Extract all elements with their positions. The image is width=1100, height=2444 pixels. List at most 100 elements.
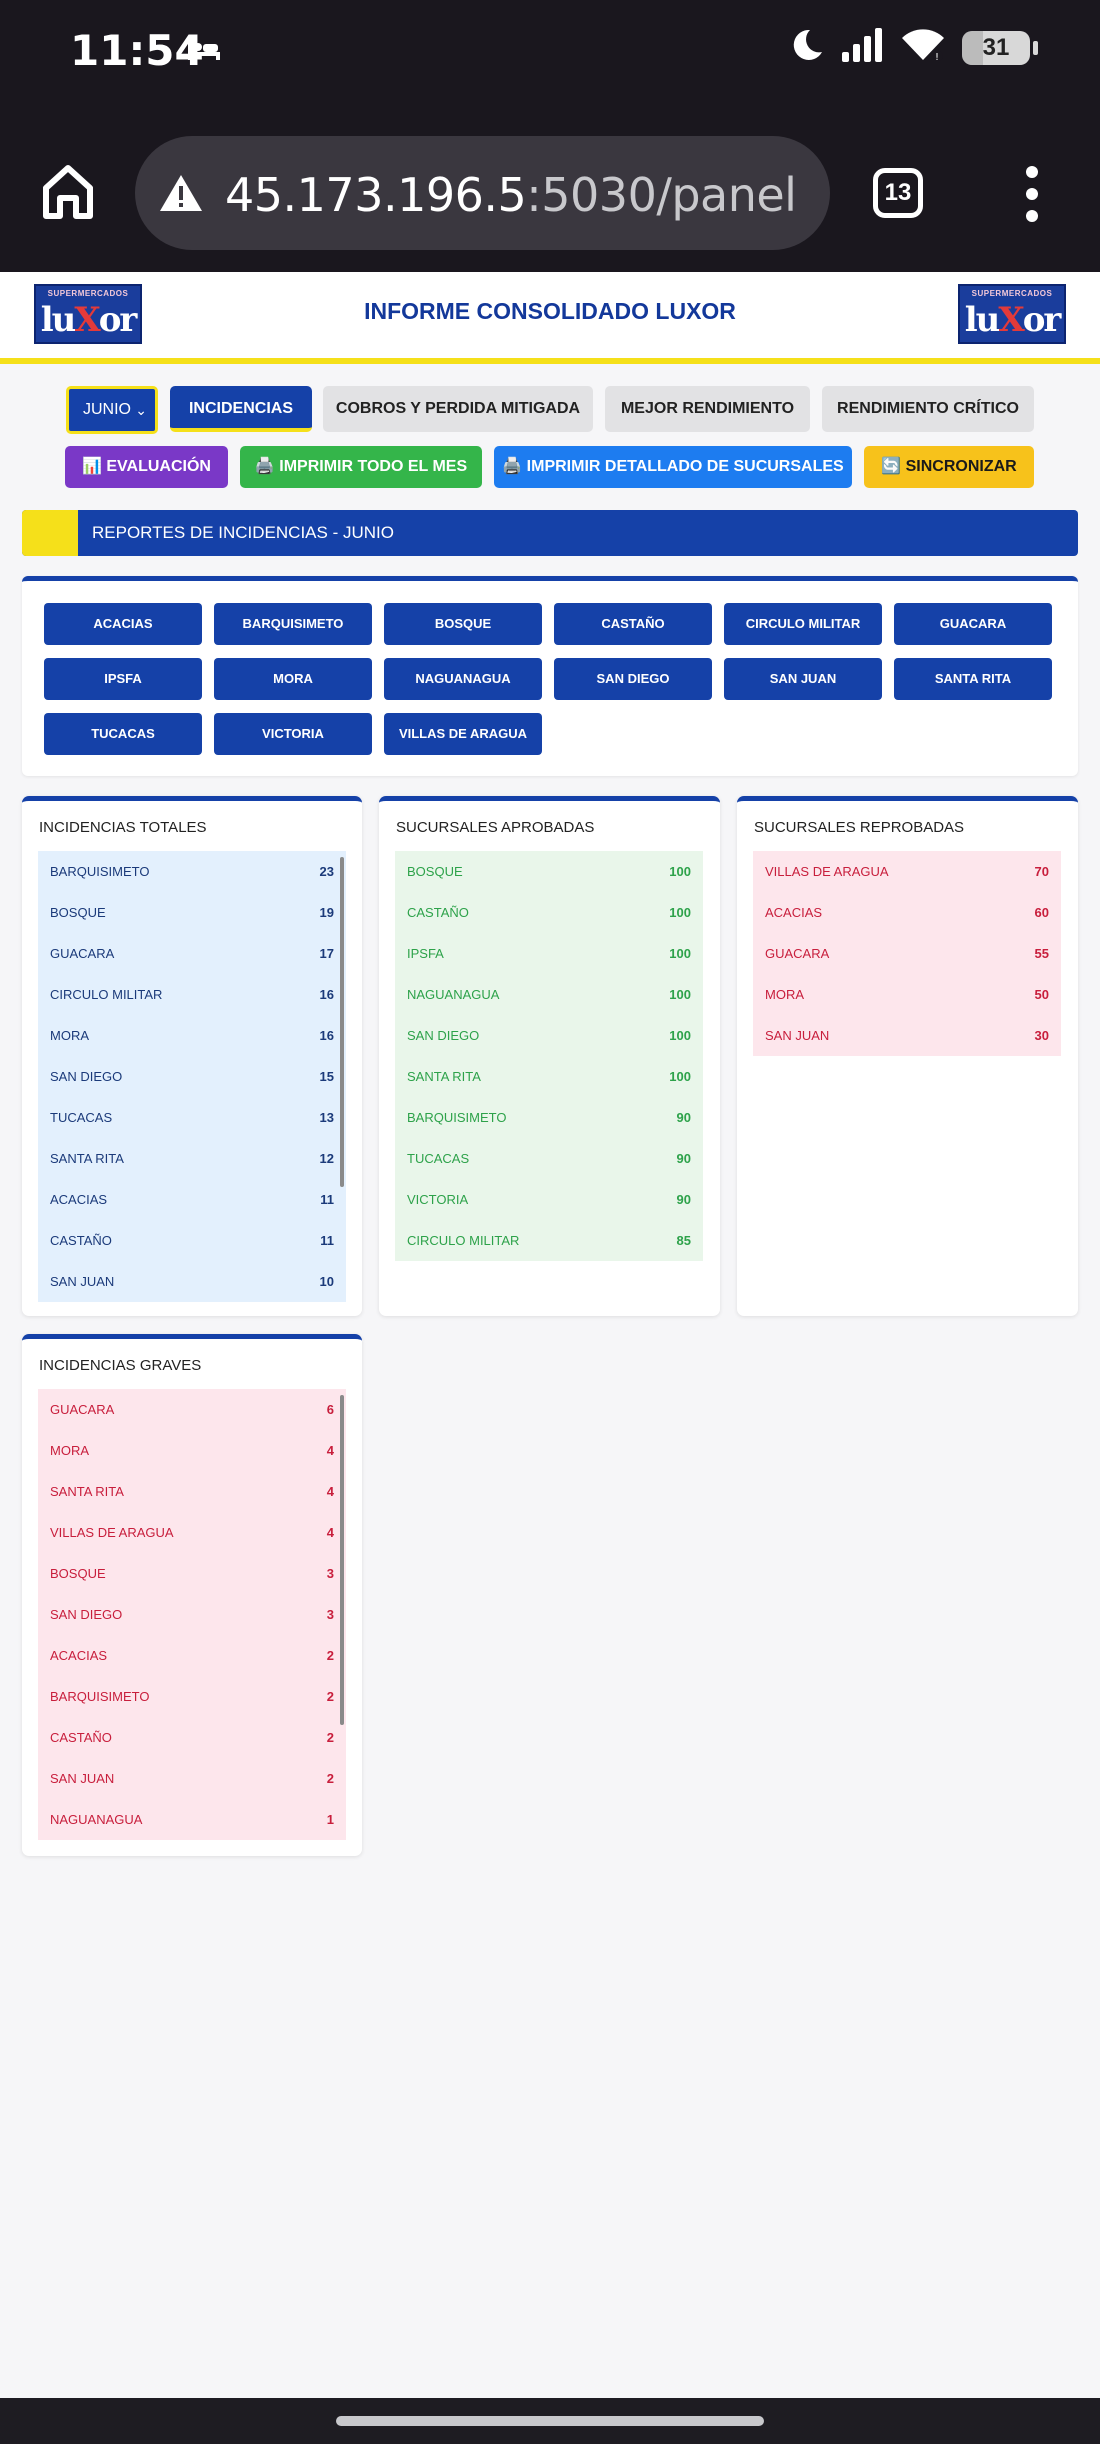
branch-name: ACACIAS xyxy=(50,1192,108,1207)
list-item: VILLAS DE ARAGUA 70 xyxy=(753,851,1061,892)
branch-value: 13 xyxy=(319,1110,334,1125)
tab-mejor-rendimiento[interactable]: MEJOR RENDIMIENTO xyxy=(605,386,810,432)
card-incidencias-graves: INCIDENCIAS GRAVES GUACARA 6 MORA 4 SANTA RI… xyxy=(22,1334,362,1856)
more-menu-icon[interactable] xyxy=(1020,166,1044,222)
branch-name: GUACARA xyxy=(50,1402,115,1417)
home-gesture-handle[interactable] xyxy=(336,2416,764,2426)
branch-value: 23 xyxy=(319,864,334,879)
branch-button[interactable]: IPSFA xyxy=(44,658,202,700)
branch-value: 3 xyxy=(326,1566,334,1581)
branch-value: 11 xyxy=(320,1233,334,1248)
list-item: ACACIAS 2 xyxy=(38,1635,346,1676)
branch-filter-panel: ACACIAS BARQUISIMETO BOSQUE CASTAÑO CIRCULO … xyxy=(22,576,1078,776)
list-item: SAN DIEGO 100 xyxy=(395,1015,703,1056)
url-text[interactable]: 45.173.196.5:5030/panel xyxy=(225,168,797,222)
branch-button[interactable]: NAGUANAGUA xyxy=(384,658,542,700)
clock: 11:54 xyxy=(70,26,204,75)
branch-button[interactable]: SANTA RITA xyxy=(894,658,1052,700)
list-item: TUCACAS 13 xyxy=(38,1097,346,1138)
branch-name: VILLAS DE ARAGUA xyxy=(765,864,889,879)
branch-value: 4 xyxy=(326,1484,334,1499)
branch-button[interactable]: MORA xyxy=(214,658,372,700)
list-item: SAN JUAN 10 xyxy=(38,1261,346,1302)
incidencias-totales-list[interactable]: BARQUISIMETO 23 BOSQUE 19 GUACARA 17 CIRCULO M… xyxy=(38,851,346,1302)
branch-button[interactable]: TUCACAS xyxy=(44,713,202,755)
branch-name: CASTAÑO xyxy=(407,905,469,920)
month-select[interactable]: JUNIO ⌄ xyxy=(66,386,158,434)
list-item: MORA 4 xyxy=(38,1430,346,1471)
list-item: GUACARA 17 xyxy=(38,933,346,974)
branch-button[interactable]: BARQUISIMETO xyxy=(214,603,372,645)
branch-value: 4 xyxy=(326,1443,334,1458)
branch-name: BOSQUE xyxy=(50,905,106,920)
list-item: BOSQUE 19 xyxy=(38,892,346,933)
url-path: :5030/panel xyxy=(526,168,797,222)
branch-name: BOSQUE xyxy=(407,864,463,879)
branch-name: GUACARA xyxy=(50,946,115,961)
list-item: SAN DIEGO 15 xyxy=(38,1056,346,1097)
branch-name: SAN DIEGO xyxy=(50,1607,123,1622)
scrollbar[interactable] xyxy=(340,1395,344,1725)
tab-cobros[interactable]: COBROS Y PERDIDA MITIGADA xyxy=(323,386,593,432)
branch-name: TUCACAS xyxy=(50,1110,113,1125)
warning-icon[interactable] xyxy=(157,172,205,219)
card-title: SUCURSALES APROBADAS xyxy=(396,819,595,836)
evaluacion-button[interactable]: 📊 EVALUACIÓN xyxy=(65,446,228,488)
branch-button[interactable]: SAN DIEGO xyxy=(554,658,712,700)
branch-value: 6 xyxy=(326,1402,334,1417)
branch-button[interactable]: VILLAS DE ARAGUA xyxy=(384,713,542,755)
branch-button[interactable]: CIRCULO MILITAR xyxy=(724,603,882,645)
tab-rendimiento-critico[interactable]: RENDIMIENTO CRÍTICO xyxy=(822,386,1034,432)
branch-name: NAGUANAGUA xyxy=(407,987,500,1002)
sleep-mode-icon xyxy=(186,36,222,67)
branch-value: 90 xyxy=(676,1151,691,1166)
address-bar[interactable]: 45.173.196.5:5030/panel xyxy=(135,136,830,250)
imprimir-detallado-button[interactable]: 🖨️ IMPRIMIR DETALLADO DE SUCURSALES xyxy=(494,446,852,488)
incidencias-graves-list[interactable]: GUACARA 6 MORA 4 SANTA RITA 4 VILLAS DE ARAGUA… xyxy=(38,1389,346,1840)
branch-value: 19 xyxy=(319,905,334,920)
branch-button[interactable]: BOSQUE xyxy=(384,603,542,645)
branch-button[interactable]: SAN JUAN xyxy=(724,658,882,700)
branch-value: 90 xyxy=(676,1110,691,1125)
branch-button[interactable]: ACACIAS xyxy=(44,603,202,645)
sincronizar-button[interactable]: 🔄 SINCRONIZAR xyxy=(864,446,1034,488)
list-item: NAGUANAGUA 100 xyxy=(395,974,703,1015)
branch-value: 16 xyxy=(319,987,334,1002)
luxor-logo-left: SUPERMERCADOS luXor xyxy=(34,284,142,344)
branch-name: TUCACAS xyxy=(407,1151,470,1166)
toolbar-row-tabs: JUNIO ⌄ INCIDENCIAS COBROS Y PERDIDA MIT… xyxy=(0,386,1100,434)
branch-value: 3 xyxy=(326,1607,334,1622)
branch-name: BARQUISIMETO xyxy=(50,864,150,879)
page-title: INFORME CONSOLIDADO LUXOR xyxy=(364,298,736,324)
branch-button[interactable]: VICTORIA xyxy=(214,713,372,755)
tab-switcher-button[interactable]: 13 xyxy=(873,168,923,218)
branch-value: 4 xyxy=(326,1525,334,1540)
branch-name: CIRCULO MILITAR xyxy=(407,1233,520,1248)
battery-level: 31 xyxy=(982,33,1010,61)
branch-value: 100 xyxy=(669,1028,691,1043)
home-icon[interactable] xyxy=(38,162,98,222)
list-item: ACACIAS 60 xyxy=(753,892,1061,933)
list-item: SANTA RITA 100 xyxy=(395,1056,703,1097)
scrollbar[interactable] xyxy=(340,857,344,1187)
branch-name: SAN JUAN xyxy=(50,1274,115,1289)
branch-button[interactable]: GUACARA xyxy=(894,603,1052,645)
list-item: TUCACAS 90 xyxy=(395,1138,703,1179)
branch-value: 30 xyxy=(1034,1028,1049,1043)
month-select-value: JUNIO xyxy=(83,401,131,418)
branch-value: 90 xyxy=(676,1192,691,1207)
list-item: GUACARA 6 xyxy=(38,1389,346,1430)
branch-name: NAGUANAGUA xyxy=(50,1812,143,1827)
branch-name: BOSQUE xyxy=(50,1566,106,1581)
do-not-disturb-icon xyxy=(788,26,826,69)
branch-name: IPSFA xyxy=(407,946,444,961)
list-item: BOSQUE 100 xyxy=(395,851,703,892)
section-marker xyxy=(22,510,78,556)
branch-value: 100 xyxy=(669,987,691,1002)
tab-incidencias[interactable]: INCIDENCIAS xyxy=(170,386,312,432)
luxor-logo-right: SUPERMERCADOS luXor xyxy=(958,284,1066,344)
gesture-navigation-bar xyxy=(0,2398,1100,2444)
branch-value: 2 xyxy=(326,1730,334,1745)
imprimir-mes-button[interactable]: 🖨️ IMPRIMIR TODO EL MES xyxy=(240,446,482,488)
branch-button[interactable]: CASTAÑO xyxy=(554,603,712,645)
